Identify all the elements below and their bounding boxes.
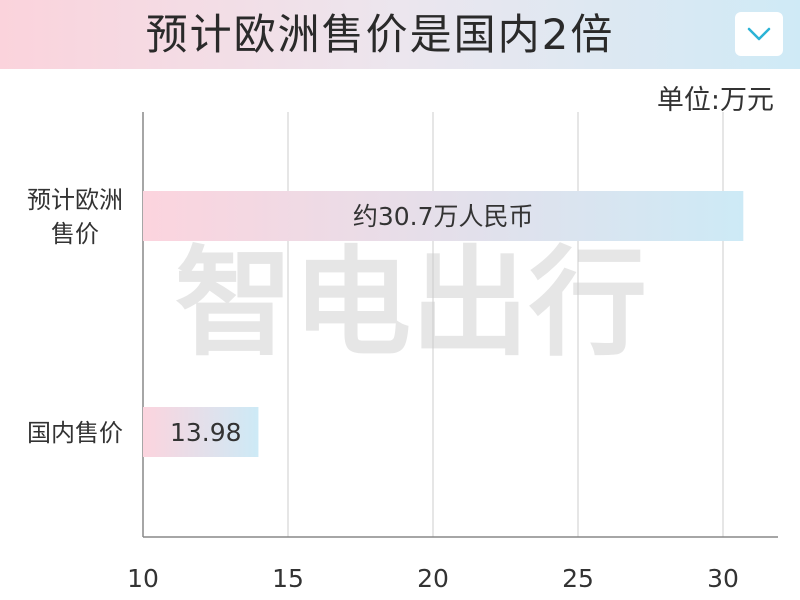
category-label: 国内售价 bbox=[27, 419, 123, 447]
x-tick-label: 30 bbox=[707, 564, 739, 593]
unit-label: 单位:万元 bbox=[656, 85, 774, 116]
x-tick-label: 25 bbox=[562, 564, 594, 593]
title-bar: 预计欧洲售价是国内2倍 bbox=[0, 0, 800, 69]
collapse-toggle-button[interactable] bbox=[735, 12, 783, 56]
category-label: 预计欧洲售价 bbox=[27, 186, 123, 248]
watermark: 智电出行 bbox=[175, 234, 648, 372]
page-title: 预计欧洲售价是国内2倍 bbox=[145, 10, 615, 59]
chevron-down-icon bbox=[747, 27, 771, 41]
bar bbox=[143, 407, 259, 457]
x-tick-label: 20 bbox=[417, 564, 449, 593]
x-tick-label: 10 bbox=[127, 564, 159, 593]
bar-data-label: 13.98 bbox=[170, 418, 242, 447]
bar bbox=[143, 191, 744, 241]
bar-data-label: 约30.7万人民币 bbox=[353, 202, 534, 231]
x-tick-label: 15 bbox=[272, 564, 304, 593]
